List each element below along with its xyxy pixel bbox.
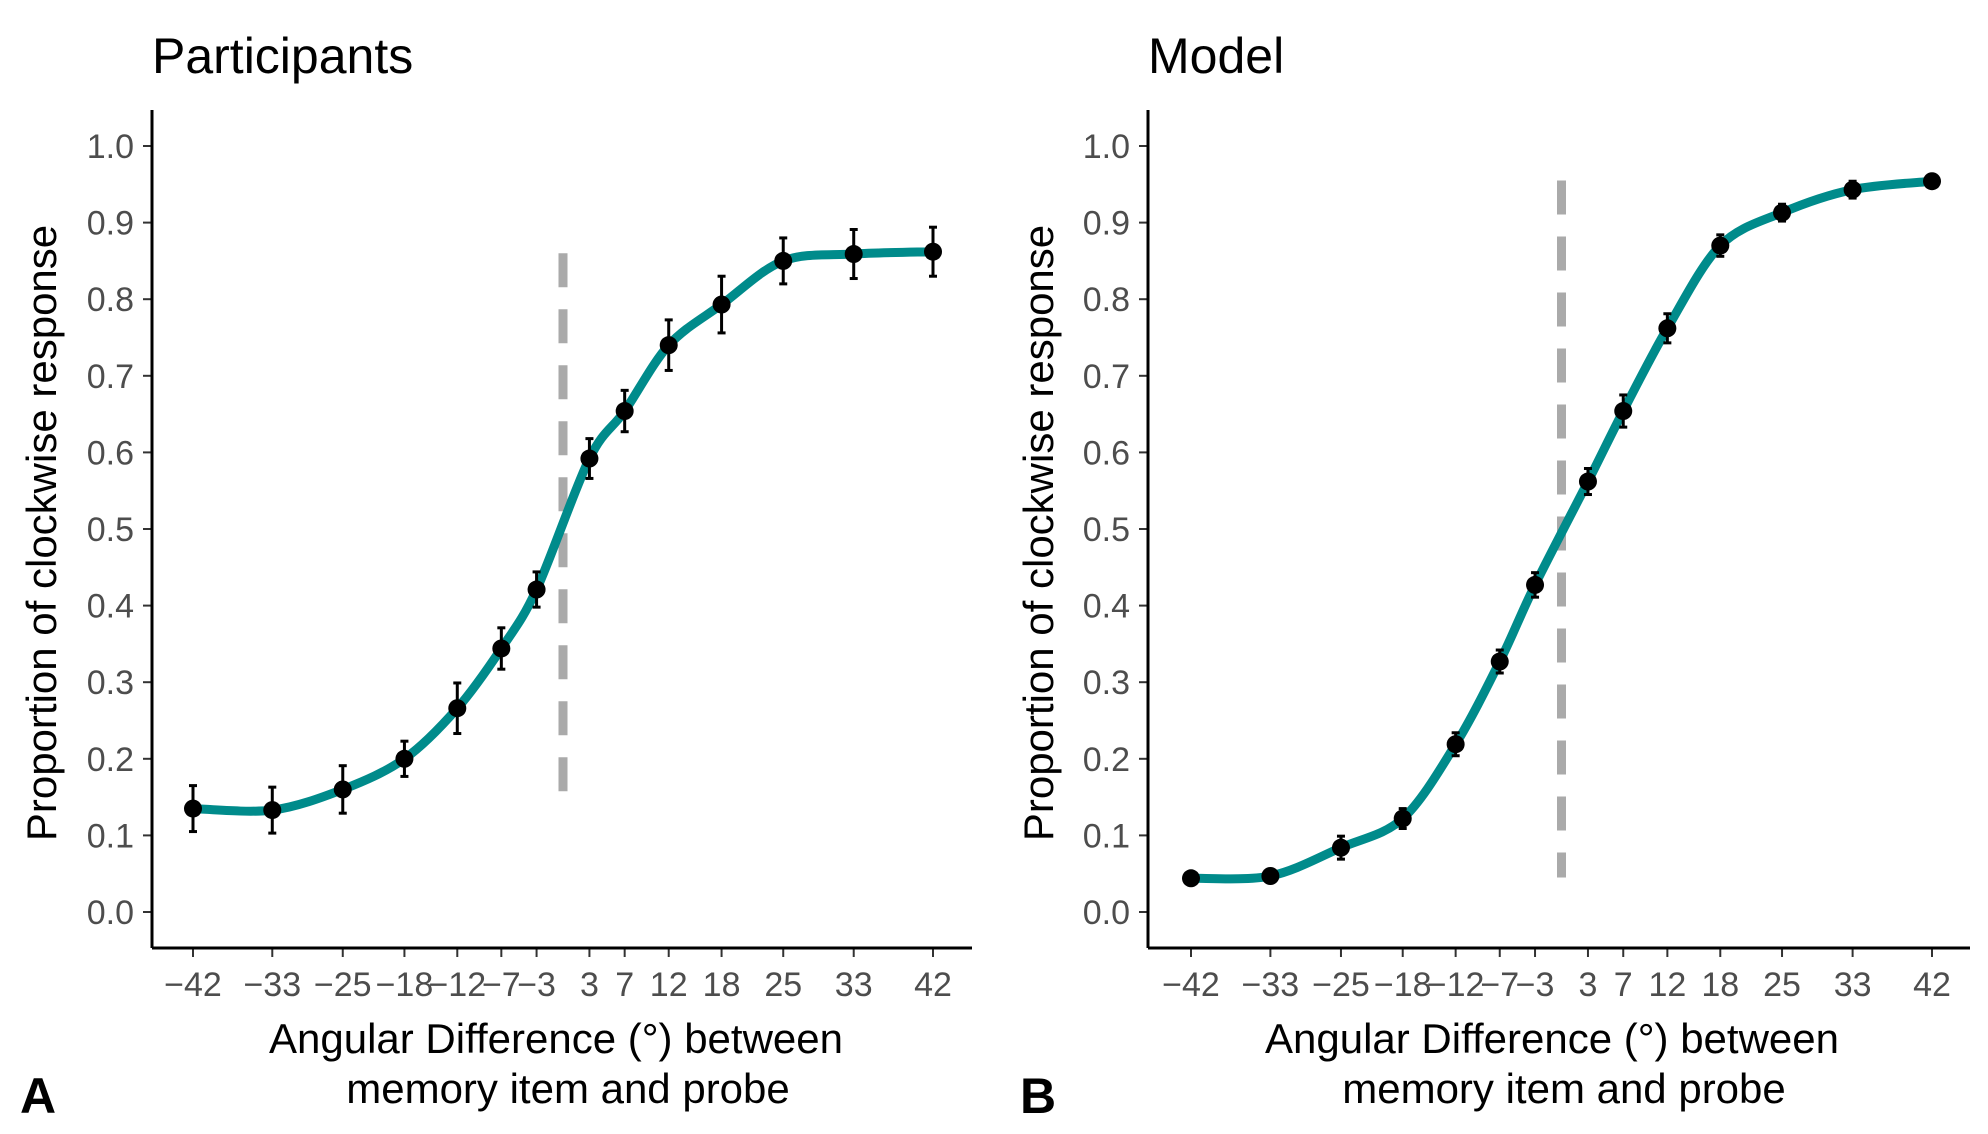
y-tick-label: 0.1: [1083, 817, 1130, 855]
x-tick-label: 18: [1701, 966, 1739, 1004]
x-tick-label: −12: [428, 966, 486, 1004]
data-point: [615, 402, 634, 421]
y-axis-title: Proportion of clockwise response: [18, 225, 65, 841]
x-tick-label: 12: [1648, 966, 1686, 1004]
y-tick-label: 0.5: [1083, 511, 1130, 549]
data-point: [492, 639, 511, 658]
x-tick-label: −25: [1312, 966, 1370, 1004]
data-point: [1331, 838, 1350, 857]
y-tick-label: 0.8: [1083, 281, 1130, 319]
x-tick-label: 18: [703, 966, 741, 1004]
y-axis-ticks: 0.0 0.1 0.2 0.3 0.4 0.5 0.6 0.7 0.8 0.9 1.0: [87, 128, 152, 932]
y-tick-label: 0.0: [1083, 894, 1130, 932]
data-point: [774, 251, 793, 270]
x-tick-label: 33: [835, 966, 873, 1004]
data-point: [844, 245, 863, 264]
x-tick-label: 7: [1614, 966, 1633, 1004]
x-tick-label: −3: [517, 966, 556, 1004]
data-point: [1614, 402, 1633, 421]
data-point: [527, 580, 546, 599]
data-point: [1578, 472, 1597, 491]
x-tick-label: −25: [314, 966, 372, 1004]
x-tick-label: 42: [914, 966, 952, 1004]
data-point: [448, 699, 467, 718]
y-tick-label: 0.9: [87, 205, 134, 243]
x-tick-label: −7: [1480, 966, 1519, 1004]
x-tick-label: 12: [650, 966, 688, 1004]
plot-area: [184, 225, 942, 835]
x-tick-label: −42: [1162, 966, 1220, 1004]
y-tick-label: 1.0: [1083, 128, 1130, 166]
y-tick-label: 0.7: [87, 358, 134, 396]
panel-model: Model Proportion of clockwise response A…: [1015, 28, 1970, 1124]
data-point: [659, 336, 678, 355]
y-axis-ticks: 0.0 0.1 0.2 0.3 0.4 0.5 0.6 0.7 0.8 0.9 1.0: [1083, 128, 1148, 932]
data-point: [1711, 236, 1730, 255]
data-point: [924, 242, 942, 261]
y-tick-label: 0.3: [87, 664, 134, 702]
y-tick-label: 0.6: [87, 434, 134, 472]
y-tick-label: 0.9: [1083, 205, 1130, 243]
x-axis-ticks: −42 −33 −25 −18−12−7−3 3 7 12 18 25 33 42: [1162, 948, 1951, 1004]
x-tick-label: 42: [1913, 966, 1951, 1004]
panel-letter: B: [1020, 1068, 1056, 1124]
data-point: [1446, 735, 1465, 754]
data-point: [1843, 180, 1862, 199]
panel-letter: A: [20, 1068, 56, 1124]
y-tick-label: 0.0: [87, 894, 134, 932]
data-point: [712, 295, 731, 314]
y-axis-title: Proportion of clockwise response: [1015, 225, 1062, 841]
x-axis-title-line-1: Angular Difference (°) between: [269, 1015, 843, 1062]
data-point: [395, 749, 414, 768]
x-axis-title-line-2: memory item and probe: [1342, 1065, 1786, 1112]
x-axis-title-line-2: memory item and probe: [346, 1065, 790, 1112]
y-tick-label: 0.5: [87, 511, 134, 549]
y-tick-label: 1.0: [87, 128, 134, 166]
data-point: [263, 801, 282, 820]
data-point: [580, 449, 599, 468]
data-point: [1773, 203, 1792, 222]
y-tick-label: 0.7: [1083, 358, 1130, 396]
y-tick-label: 0.1: [87, 817, 134, 855]
panel-title: Model: [1148, 28, 1284, 84]
y-tick-label: 0.8: [87, 281, 134, 319]
x-tick-label: 25: [764, 966, 802, 1004]
data-point: [1393, 809, 1412, 828]
x-tick-label: 25: [1763, 966, 1801, 1004]
y-tick-label: 0.4: [1083, 588, 1130, 626]
x-tick-label: −3: [1516, 966, 1555, 1004]
y-tick-label: 0.6: [1083, 434, 1130, 472]
series-line: [1186, 176, 1937, 884]
panel-participants: Participants Proportion of clockwise res…: [18, 28, 972, 1124]
x-tick-label: −33: [1242, 966, 1300, 1004]
x-tick-label: 3: [1579, 966, 1598, 1004]
x-tick-label: 7: [615, 966, 634, 1004]
x-tick-label: −18: [376, 966, 434, 1004]
y-tick-label: 0.3: [1083, 664, 1130, 702]
data-point: [1182, 869, 1200, 888]
x-tick-label: −33: [243, 966, 301, 1004]
data-point: [1923, 172, 1941, 191]
x-tick-label: 33: [1834, 966, 1872, 1004]
x-tick-label: 3: [580, 966, 599, 1004]
data-point: [1261, 866, 1280, 885]
x-axis-ticks: −42 −33 −25 −18−12−7−3 3 7 12 18 25 33 42: [164, 948, 952, 1004]
data-point: [1658, 319, 1677, 338]
y-tick-label: 0.2: [87, 741, 134, 779]
x-tick-label: −42: [164, 966, 222, 1004]
data-point: [333, 780, 352, 799]
x-tick-label: −7: [482, 966, 521, 1004]
data-point: [184, 799, 202, 818]
x-tick-label: −12: [1427, 966, 1485, 1004]
x-axis-title-line-1: Angular Difference (°) between: [1265, 1015, 1839, 1062]
data-point: [1490, 652, 1509, 671]
x-tick-label: −18: [1374, 966, 1432, 1004]
data-point: [1526, 575, 1545, 594]
panel-title: Participants: [152, 28, 413, 84]
y-tick-label: 0.2: [1083, 741, 1130, 779]
plot-area: [1182, 172, 1941, 888]
y-tick-label: 0.4: [87, 588, 134, 626]
